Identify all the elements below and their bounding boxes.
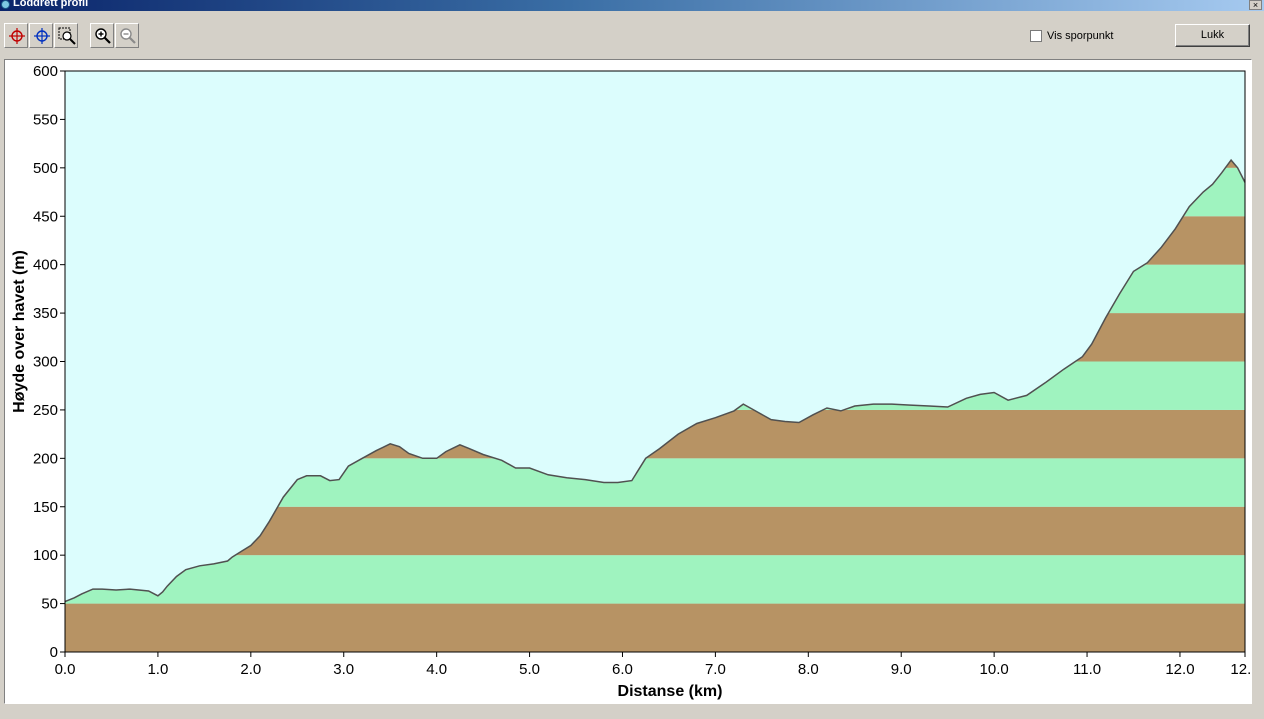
x-tick-label: 12.7	[1230, 661, 1252, 678]
zoom-window-icon	[58, 27, 76, 45]
y-tick-label: 300	[33, 354, 58, 371]
vis-sporpunkt-checkbox[interactable]	[1030, 30, 1042, 42]
window-close-button[interactable]: ×	[1249, 0, 1262, 10]
y-tick-label: 50	[41, 596, 58, 613]
x-tick-label: 4.0	[426, 661, 447, 678]
profile-chart-panel: 0 50 100 150 200 250 300 350 400 450 500 550 600 0.0 1…	[4, 59, 1252, 704]
y-tick-label: 400	[33, 257, 58, 274]
zoom-in-tool[interactable]	[90, 23, 114, 48]
zoom-out-icon	[120, 28, 136, 44]
x-axis-label: Distanse (km)	[618, 683, 723, 700]
elevation-profile-chart[interactable]: 0 50 100 150 200 250 300 350 400 450 500 550 600 0.0 1…	[4, 59, 1252, 704]
elevation-band	[65, 555, 1245, 604]
close-button[interactable]: Lukk	[1175, 24, 1250, 47]
window-title: Loddrett profil	[13, 0, 89, 9]
y-tick-label: 0	[50, 644, 58, 661]
y-tick-label: 450	[33, 208, 58, 225]
crosshair-blue-tool[interactable]	[29, 23, 53, 48]
x-tick-label: 8.0	[798, 661, 819, 678]
zoom-in-icon	[95, 28, 111, 44]
zoom-out-tool[interactable]	[115, 23, 139, 48]
zoom-window-tool[interactable]	[54, 23, 78, 48]
y-tick-label: 150	[33, 499, 58, 516]
y-tick-label: 600	[33, 63, 58, 80]
title-bar: Loddrett profil	[0, 0, 1264, 11]
status-strip	[0, 706, 1264, 719]
x-tick-label: 6.0	[612, 661, 633, 678]
crosshair-red-icon	[9, 28, 25, 44]
x-tick-label: 11.0	[1073, 661, 1101, 678]
x-tick-label: 9.0	[891, 661, 912, 678]
x-tick-label: 2.0	[240, 661, 261, 678]
app-icon	[1, 0, 10, 9]
vis-sporpunkt-label: Vis sporpunkt	[1047, 30, 1114, 42]
x-tick-label: 0.0	[55, 661, 76, 678]
y-axis-label: Høyde over havet (m)	[11, 250, 28, 413]
y-tick-label: 100	[33, 547, 58, 564]
x-tick-label: 1.0	[147, 661, 168, 678]
x-tick-label: 10.0	[980, 661, 1009, 678]
profile-line	[64, 158, 1246, 603]
y-tick-label: 500	[33, 160, 58, 177]
y-tick-label: 200	[33, 450, 58, 467]
crosshair-red-tool[interactable]	[4, 23, 28, 48]
x-tick-label: 3.0	[333, 661, 354, 678]
x-tick-label: 5.0	[519, 661, 540, 678]
elevation-band	[65, 603, 1245, 652]
x-tick-label: 7.0	[705, 661, 726, 678]
y-tick-label: 250	[33, 402, 58, 419]
x-tick-label: 12.0	[1165, 661, 1194, 678]
y-tick-label: 550	[33, 111, 58, 128]
crosshair-blue-icon	[34, 28, 50, 44]
y-tick-label: 350	[33, 305, 58, 322]
